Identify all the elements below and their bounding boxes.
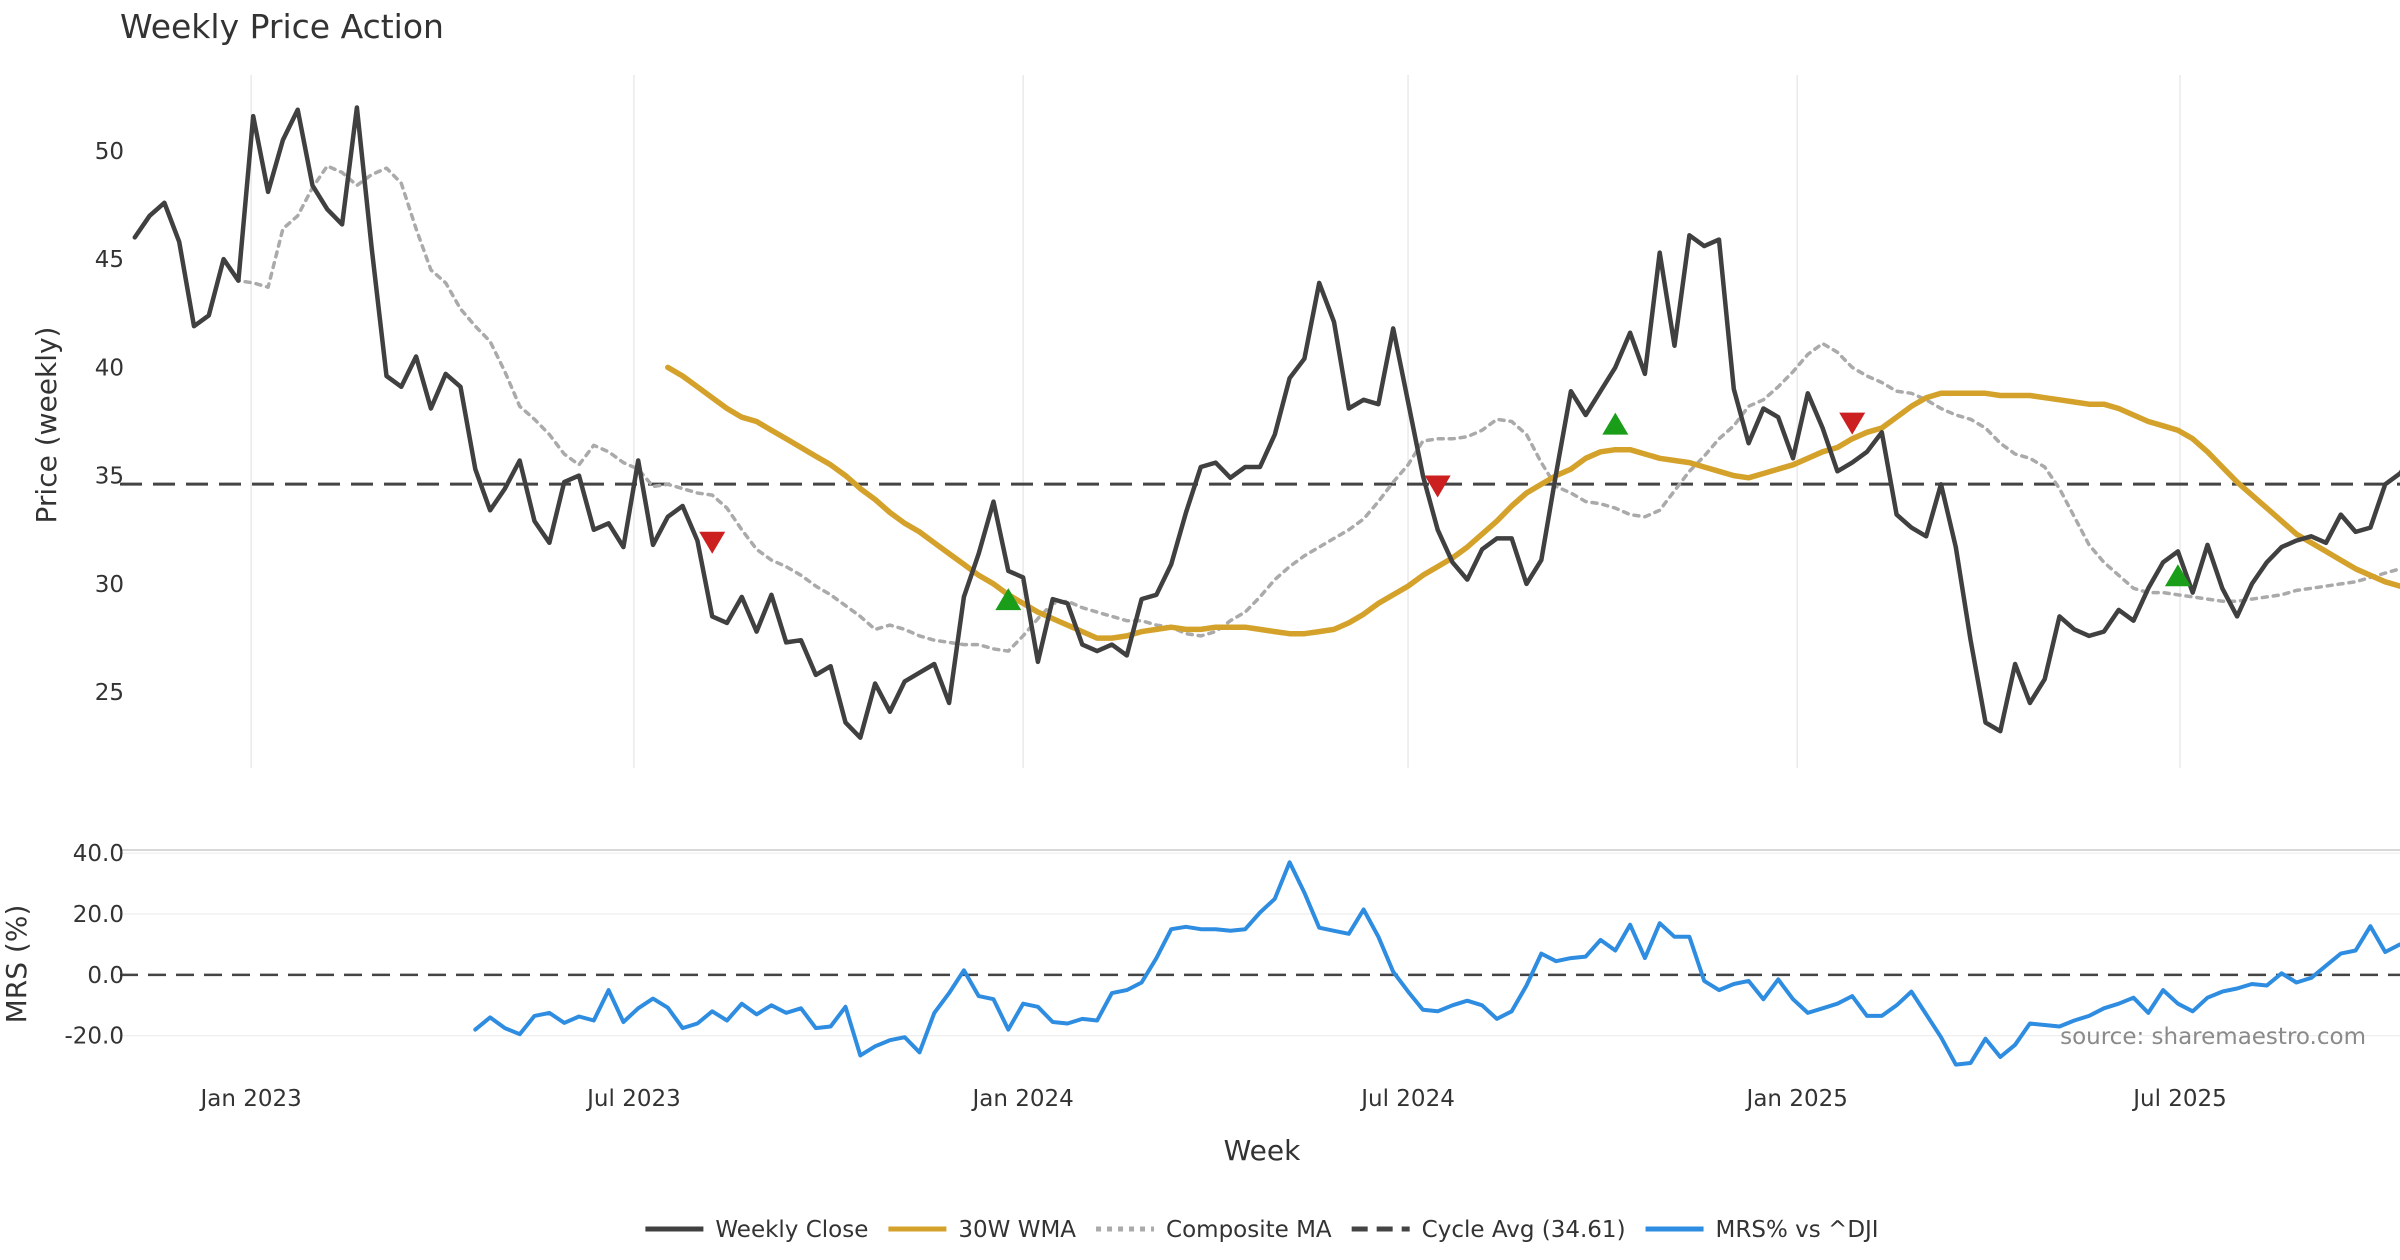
sell-signal-marker [699,531,726,554]
mrs-panel [473,860,2400,1067]
wma-30w-line [665,364,2400,641]
mrs-y-tick-label: -20.0 [64,1024,124,1050]
x-tick-label: Jul 2024 [1359,1086,1455,1112]
price-y-tick-label: 40 [95,355,124,381]
buy-signal-marker [1602,412,1629,435]
legend-label: Weekly Close [715,1217,868,1243]
x-axis-label: Week [1224,1134,1301,1167]
weekly-close-line [132,105,2400,740]
sell-signal-marker [1424,475,1451,498]
price-y-tick-label: 35 [95,464,124,490]
mrs-y-tick-label: 20.0 [73,902,124,928]
x-tick-label: Jan 2025 [1745,1086,1848,1112]
price-y-axis-label: Price (weekly) [30,327,63,524]
sell-signal-marker [1839,412,1866,435]
legend-item: Weekly Close [645,1217,868,1243]
legend: Weekly Close 30W WMA Composite MA Cycle Avg… [645,1217,1879,1243]
chart-title: Weekly Price Action [120,7,444,46]
price-y-tick-label: 25 [95,680,124,706]
mrs-line [473,860,2400,1067]
legend-label: Composite MA [1166,1217,1332,1243]
mrs-y-tick-label: 40.0 [73,841,124,867]
price-y-tick-label: 45 [95,247,124,273]
price-y-tick-label: 30 [95,572,124,598]
composite-ma-line [221,164,2400,653]
price-y-tick-label: 50 [95,139,124,165]
x-tick-label: Jul 2025 [2131,1086,2227,1112]
buy-signal-marker [2164,564,2191,587]
mrs-y-axis-label: MRS (%) [0,905,33,1024]
signal-markers [699,412,2191,611]
legend-item: 30W WMA [888,1217,1076,1243]
grid [120,75,2400,1037]
legend-item: Cycle Avg (34.61) [1351,1217,1626,1243]
legend-item: Composite MA [1096,1217,1332,1243]
price-panel [132,105,2400,740]
buy-signal-marker [995,588,1022,611]
legend-label: 30W WMA [958,1217,1076,1243]
legend-label: MRS% vs ^DJI [1716,1217,1879,1243]
x-tick-label: Jan 2023 [198,1086,301,1112]
source-annotation: source: sharemaestro.com [2060,1024,2366,1050]
reference-lines [120,482,2400,977]
x-tick-label: Jan 2024 [970,1086,1073,1112]
axes: Jan 2023 Jul 2023 Jan 2024 Jul 2024 Jan 2025… [64,139,2226,1112]
legend-item: MRS% vs ^DJI [1645,1217,1879,1243]
x-tick-label: Jul 2023 [585,1086,681,1112]
legend-label: Cycle Avg (34.61) [1422,1217,1626,1243]
mrs-y-tick-label: 0.0 [87,963,124,989]
